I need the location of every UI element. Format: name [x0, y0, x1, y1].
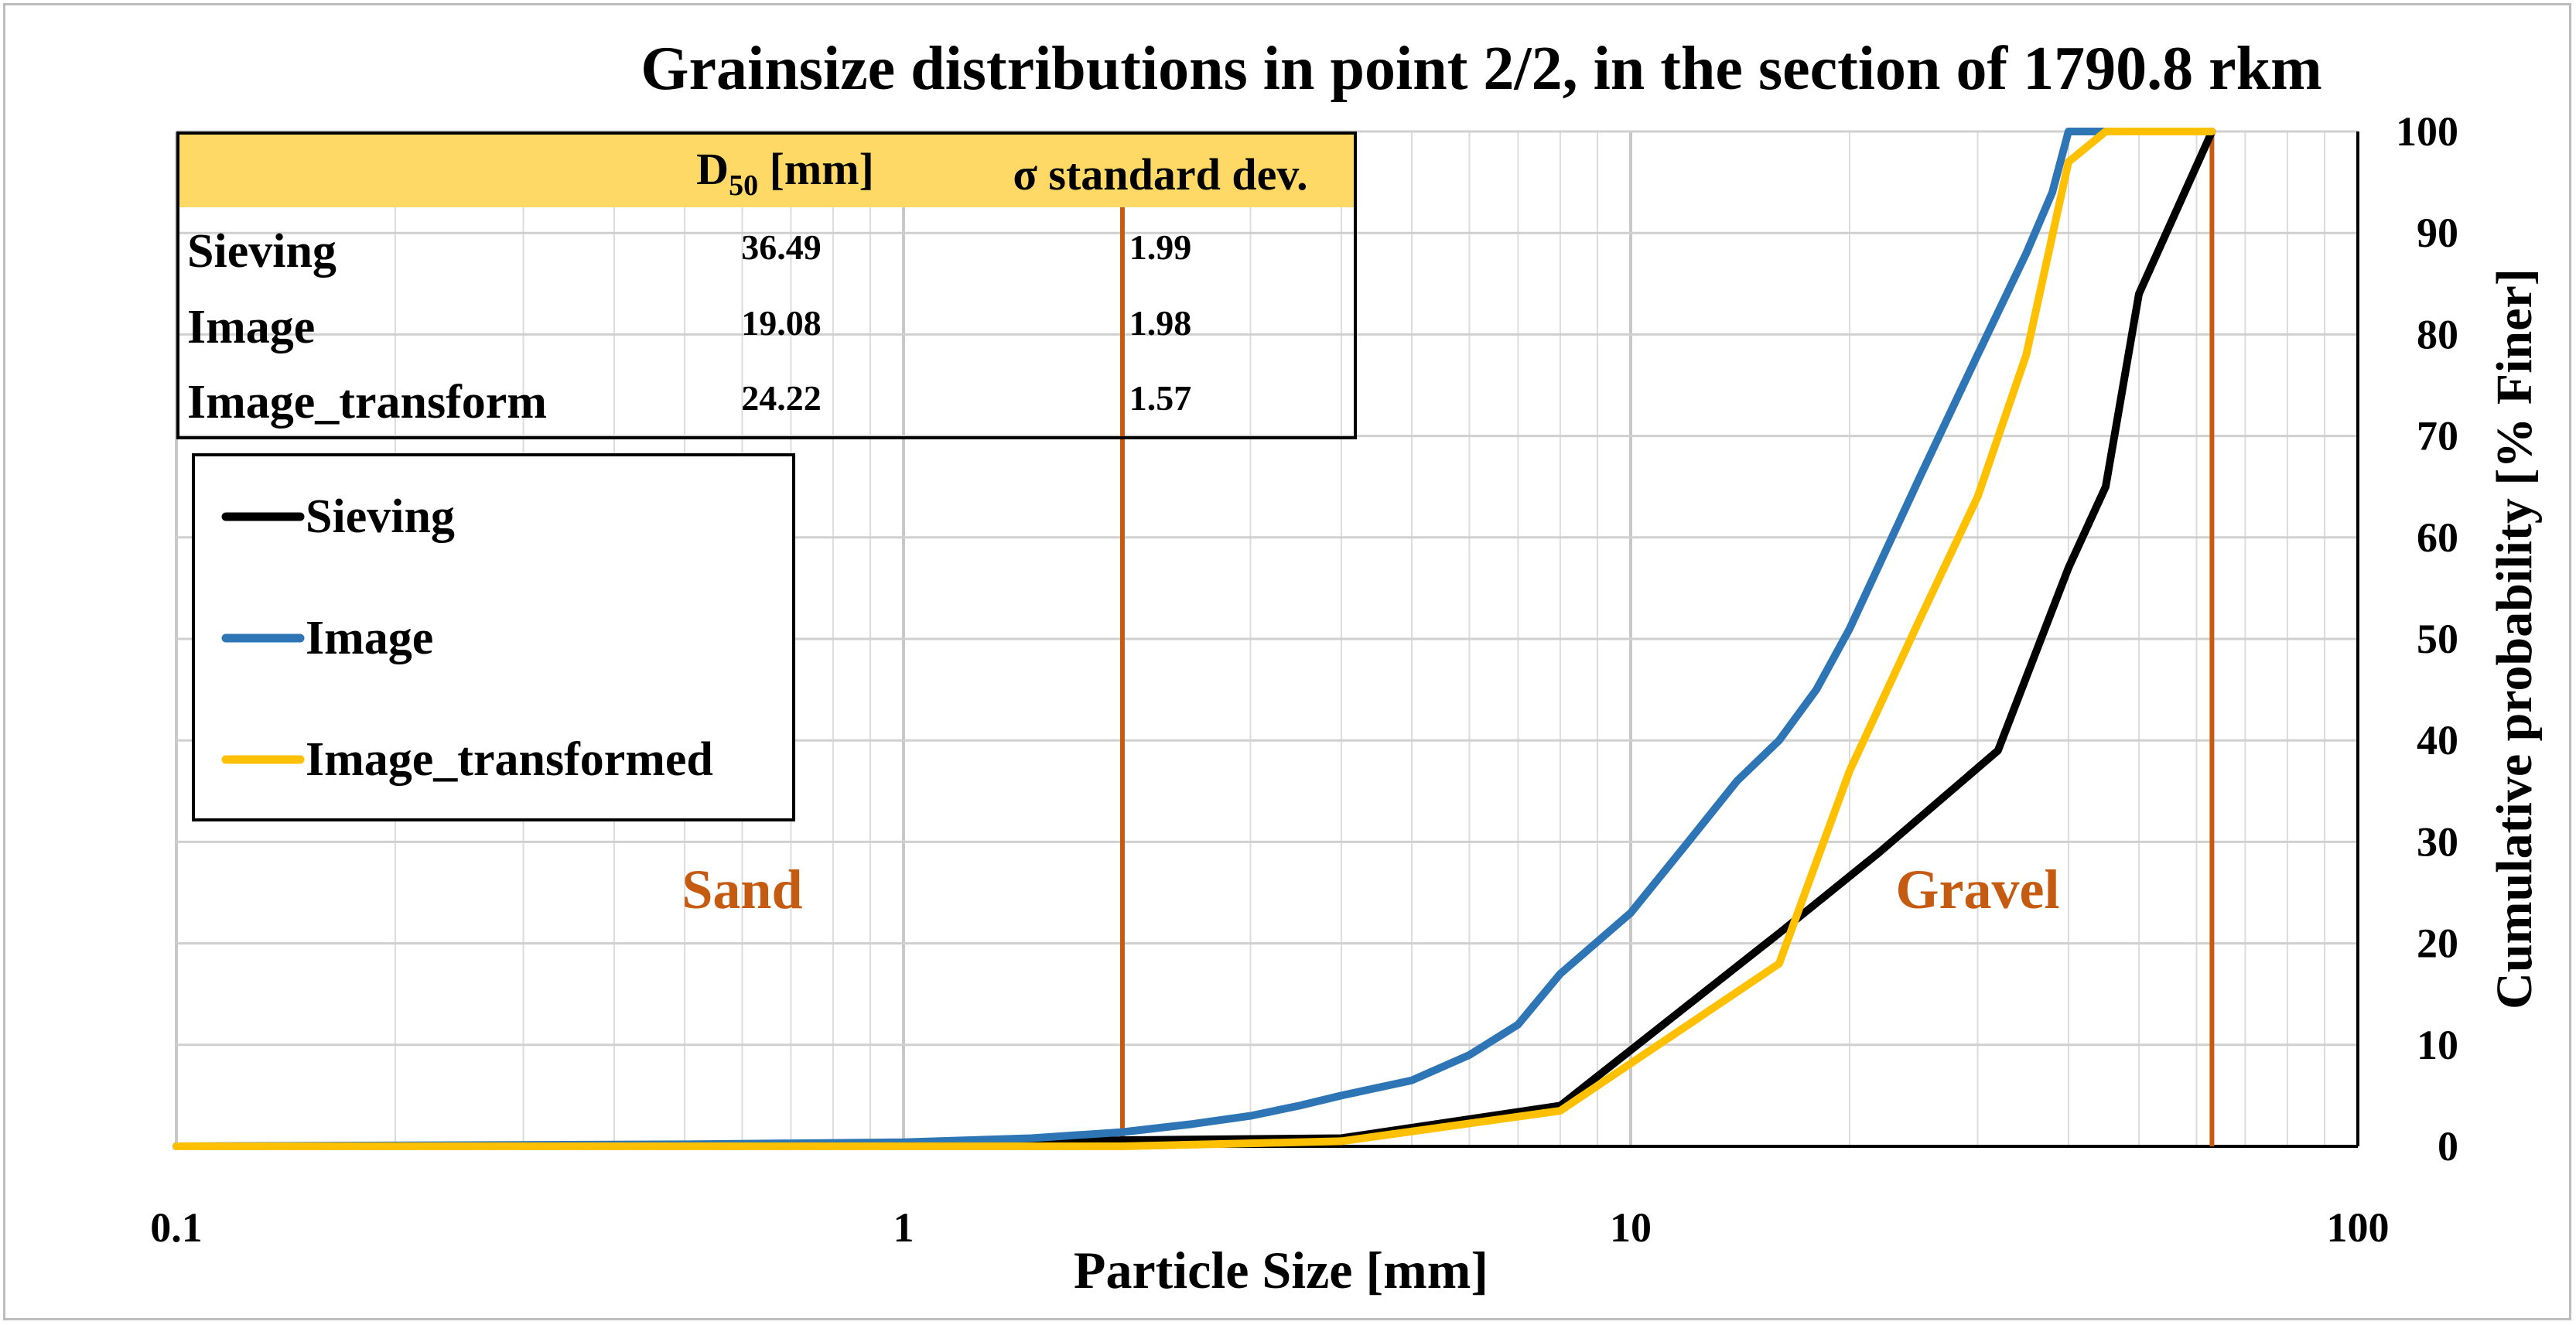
stats-row-name: Image: [187, 301, 315, 353]
stats-table-border: [176, 131, 1357, 439]
stats-row-d50: 24.22: [741, 378, 822, 418]
legend-label-sieving: Sieving: [306, 490, 455, 543]
stats-table-header-bg: [178, 133, 1355, 207]
stats-row-d50: 36.49: [741, 227, 822, 267]
y-tick-label: 40: [2417, 717, 2458, 763]
y-tick-label: 0: [2438, 1123, 2458, 1170]
legend-label-image: Image: [306, 612, 433, 664]
y-tick-label: 50: [2417, 616, 2458, 662]
x-tick-label: 100: [2327, 1204, 2390, 1251]
stats-row-sigma: 1.57: [1129, 378, 1192, 418]
x-tick-label: 0.1: [150, 1204, 203, 1251]
y-tick-label: 100: [2396, 108, 2458, 155]
y-tick-labels: 0 10 20 30 40 50 60 70 80 90 100: [2396, 108, 2458, 1170]
x-axis-label: Particle Size [mm]: [1074, 1241, 1488, 1299]
y-tick-label: 60: [2417, 514, 2458, 561]
legend: Sieving Image Image_transformed: [192, 453, 795, 821]
stats-row-name: Sieving: [187, 225, 337, 278]
chart-frame: [3, 3, 2571, 1320]
y-axis-label: Cumulative probability [% Finer]: [2486, 268, 2543, 1009]
y-tick-label: 90: [2417, 210, 2458, 256]
stats-row-d50: 19.08: [741, 303, 822, 343]
stats-table: D50 [mm] σ standard dev. Sieving 36.49 1.9…: [176, 131, 1357, 439]
annotations: Sand Gravel: [682, 859, 2059, 920]
x-tick-label: 10: [1610, 1204, 1652, 1251]
y-tick-label: 30: [2417, 818, 2458, 865]
stats-table-rows: Sieving 36.49 1.99 Image 19.08 1.98 Image_tran…: [187, 225, 1191, 429]
reference-lines: [1119, 131, 2215, 1146]
series-line-image-transformed: [173, 128, 2216, 1150]
x-tick-label: 1: [893, 1204, 914, 1251]
stats-row-sigma: 1.98: [1129, 303, 1192, 343]
chart-title: Grainsize distributions in point 2/2, in…: [641, 35, 2321, 103]
stats-row-name: Image_transform: [187, 376, 547, 429]
x-tick-labels: 0.1 1 10 100: [150, 1204, 2389, 1251]
y-tick-label: 20: [2417, 920, 2458, 967]
annotation-sand: Sand: [682, 859, 802, 920]
data-series: [173, 128, 2216, 1150]
stats-row-sigma: 1.99: [1129, 227, 1192, 267]
y-tick-label: 70: [2417, 413, 2458, 459]
stats-header-sigma: σ standard dev.: [1013, 149, 1307, 200]
legend-entries: Sieving Image Image_transformed: [221, 490, 713, 786]
y-tick-label: 10: [2417, 1022, 2458, 1068]
stats-header-d50: D50 [mm]: [696, 144, 874, 202]
y-tick-label: 80: [2417, 311, 2458, 357]
legend-label-image-transformed: Image_transformed: [306, 733, 713, 786]
series-line-image: [173, 128, 2110, 1150]
annotation-gravel: Gravel: [1896, 859, 2060, 920]
